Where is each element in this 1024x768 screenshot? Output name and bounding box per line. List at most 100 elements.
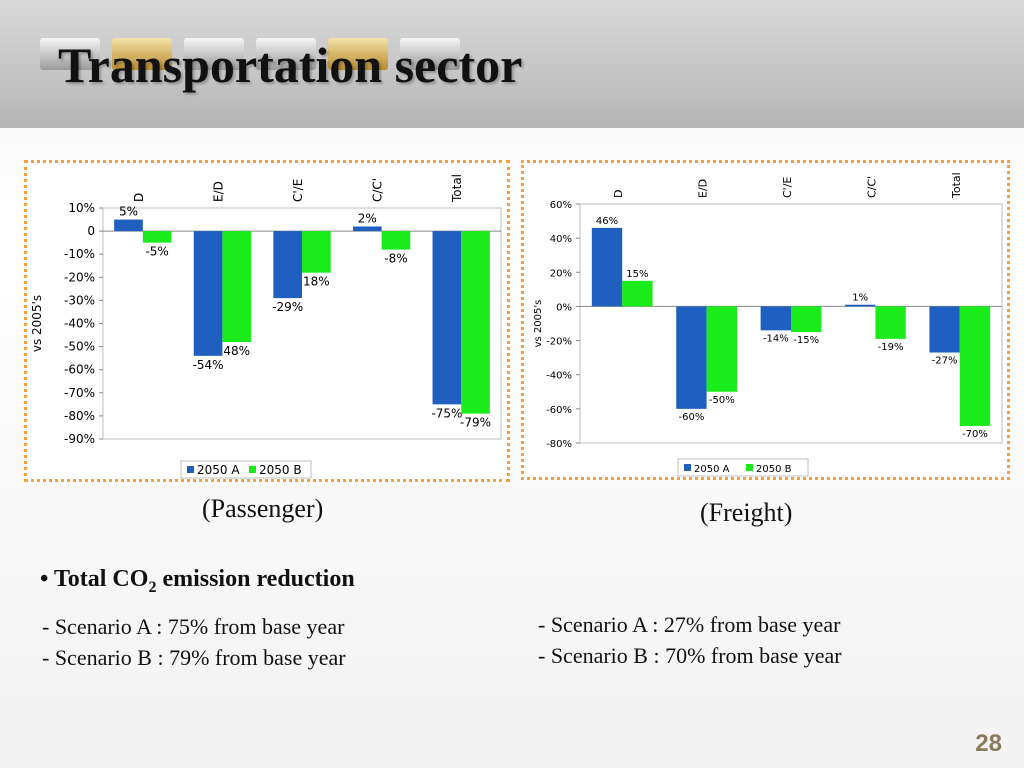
data-label: -50% <box>709 395 735 406</box>
decorative-cube <box>184 38 244 70</box>
bullet-dot: • <box>40 566 54 592</box>
legend-box <box>180 460 312 479</box>
category-label: D <box>132 193 146 202</box>
y-tick-label: -20% <box>546 337 572 348</box>
data-label: 15% <box>626 269 648 280</box>
bar-2050-b <box>706 306 737 392</box>
bar-2050-a <box>760 306 791 331</box>
passenger-chart: 10% 0 -10% -20% -30% -40% -50% -60% -70% -80% -90%… <box>30 174 502 479</box>
category-label: Total <box>950 172 963 199</box>
y-tick-label: 20% <box>550 268 572 279</box>
legend-swatch <box>187 466 194 473</box>
y-tick-label: -90% <box>64 432 95 446</box>
data-label: 1% <box>852 293 868 304</box>
data-label: -14% <box>763 333 789 344</box>
freight-scenario-b: - Scenario B : 70% from base year <box>538 643 842 668</box>
legend-label: 2050 B <box>756 464 792 475</box>
header-band <box>0 0 1024 128</box>
legend: 2050 A 2050 B <box>677 458 809 477</box>
category-label: Total <box>450 174 464 203</box>
legend: 2050 A 2050 B <box>180 460 312 479</box>
bar-2050-b <box>791 306 822 333</box>
decorative-cube <box>400 38 460 70</box>
bar-2050-a <box>273 231 302 299</box>
data-label: -70% <box>962 429 988 440</box>
legend-swatch <box>746 464 753 471</box>
passenger-scenario-b: - Scenario B : 79% from base year <box>42 645 346 670</box>
legend-swatch <box>684 464 691 471</box>
bar-2050-a <box>352 226 382 232</box>
bullet-suffix: emission reduction <box>156 566 355 592</box>
data-label: -60% <box>678 412 704 423</box>
bullet-heading: • Total CO2 emission reduction <box>40 566 355 597</box>
bar-2050-b <box>875 306 906 339</box>
data-label: 48% <box>223 344 250 358</box>
bar-2050-b <box>142 231 172 243</box>
y-tick-label: -30% <box>64 293 95 307</box>
y-axis-label: vs 2005's <box>533 300 544 348</box>
y-axis-label: vs 2005's <box>30 295 44 352</box>
bar-2050-b <box>381 231 411 250</box>
y-tick-label: -40% <box>64 317 95 331</box>
freight-chart: 60% 40% 20% 0% -20% -40% -60% -80% vs 2005's D E/D… <box>533 172 1003 477</box>
bar-2050-b <box>302 231 331 273</box>
category-label: E/D <box>697 179 710 198</box>
bar-2050-b <box>222 231 252 342</box>
freight-scenario-a: - Scenario A : 27% from base year <box>538 612 841 637</box>
bar-2050-b <box>461 231 490 414</box>
y-tick-label: -10% <box>64 247 95 261</box>
data-label: -54% <box>193 358 224 372</box>
category-label: E/D <box>211 181 225 202</box>
data-label: -19% <box>878 342 904 353</box>
bar-2050-a <box>432 231 462 405</box>
data-label: -79% <box>460 416 491 430</box>
legend-label: 2050 A <box>694 464 730 475</box>
decorative-cube <box>256 38 316 70</box>
y-tick-label: -60% <box>64 363 95 377</box>
passenger-caption: (Passenger) <box>202 494 324 523</box>
y-tick-label: 60% <box>550 200 572 211</box>
y-tick-label: -20% <box>64 270 95 284</box>
y-tick-label: -70% <box>64 386 95 400</box>
data-label: -75% <box>431 406 462 420</box>
data-label: -15% <box>793 335 819 346</box>
bar-2050-a <box>591 227 623 307</box>
y-tick-label: -40% <box>546 371 572 382</box>
category-label: D <box>612 190 625 198</box>
y-tick-label: 40% <box>550 234 572 245</box>
bar-2050-a <box>845 304 876 307</box>
passenger-scenario-a: - Scenario A : 75% from base year <box>42 614 345 639</box>
bullet-subscript: 2 <box>148 578 157 596</box>
legend-swatch <box>249 466 256 473</box>
y-tick-label: -80% <box>64 409 95 423</box>
data-label: -5% <box>145 245 168 259</box>
freight-chart-frame: 60% 40% 20% 0% -20% -40% -60% -80% vs 2005's D E/D… <box>521 160 1010 480</box>
bullet-prefix: Total CO <box>53 566 149 592</box>
category-label: C'/E <box>781 177 794 198</box>
data-label: -27% <box>932 356 958 367</box>
data-label: -8% <box>384 252 407 266</box>
data-label: 2% <box>358 211 377 225</box>
freight-caption: (Freight) <box>700 498 793 527</box>
decorative-cube <box>328 38 388 70</box>
category-label: C'/E <box>291 179 305 202</box>
passenger-chart-frame: 10% 0 -10% -20% -30% -40% -50% -60% -70% -80% -90%… <box>24 160 510 482</box>
data-label: 46% <box>596 216 618 227</box>
category-label: C/C' <box>371 178 385 202</box>
legend-label: 2050 B <box>259 463 302 477</box>
bar-2050-b <box>622 280 653 307</box>
bar-2050-b <box>959 306 991 426</box>
y-tick-label: 10% <box>68 201 95 215</box>
data-label: 5% <box>119 205 138 219</box>
legend-label: 2050 A <box>197 463 240 477</box>
y-tick-label: 0% <box>556 302 572 313</box>
y-tick-label: -80% <box>546 439 572 450</box>
bar-2050-a <box>676 306 707 409</box>
data-label: -29% <box>272 300 303 314</box>
category-label: C/C' <box>865 176 878 198</box>
bar-2050-a <box>929 306 960 353</box>
page-number: 28 <box>975 730 1002 757</box>
plot-area <box>579 203 1003 444</box>
y-tick-label: 0 <box>87 224 95 238</box>
y-tick-label: -60% <box>546 405 572 416</box>
